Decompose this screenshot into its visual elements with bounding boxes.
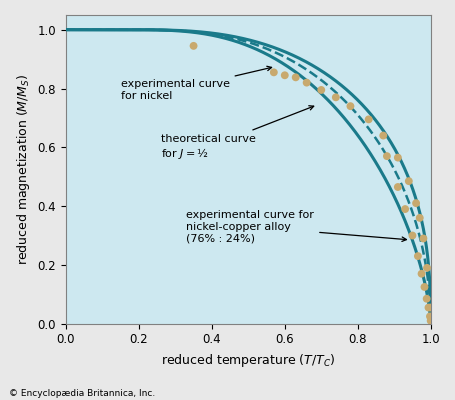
Point: [427, 304, 435, 311]
Point: [379, 132, 387, 139]
Point: [318, 87, 325, 93]
Point: [424, 265, 431, 271]
Text: experimental curve for
nickel-copper alloy
(76% : 24%): experimental curve for nickel-copper all…: [186, 210, 406, 243]
Point: [365, 116, 372, 122]
Point: [405, 178, 412, 184]
Point: [426, 313, 434, 320]
Point: [416, 215, 424, 221]
Point: [418, 270, 425, 277]
Text: experimental curve
for nickel: experimental curve for nickel: [121, 66, 272, 101]
Point: [383, 153, 390, 159]
Text: © Encyclopædia Britannica, Inc.: © Encyclopædia Britannica, Inc.: [9, 389, 155, 398]
Y-axis label: reduced magnetization $(M/M_S)$: reduced magnetization $(M/M_S)$: [15, 74, 32, 265]
Point: [303, 80, 310, 86]
Point: [401, 206, 409, 212]
X-axis label: reduced temperature $(T/T_C)$: reduced temperature $(T/T_C)$: [161, 352, 336, 369]
Point: [394, 184, 401, 190]
Point: [292, 74, 299, 80]
Point: [347, 103, 354, 109]
Point: [281, 72, 288, 78]
Text: theoretical curve
for $J = ½$: theoretical curve for $J = ½$: [161, 106, 313, 161]
Point: [420, 235, 427, 242]
Point: [425, 304, 432, 311]
Point: [270, 69, 278, 76]
Point: [415, 253, 422, 259]
Point: [332, 94, 339, 100]
Point: [409, 232, 416, 239]
Point: [394, 154, 401, 161]
Point: [412, 200, 420, 206]
Point: [190, 43, 197, 49]
Point: [427, 318, 435, 324]
Point: [421, 284, 428, 290]
Point: [423, 296, 430, 302]
